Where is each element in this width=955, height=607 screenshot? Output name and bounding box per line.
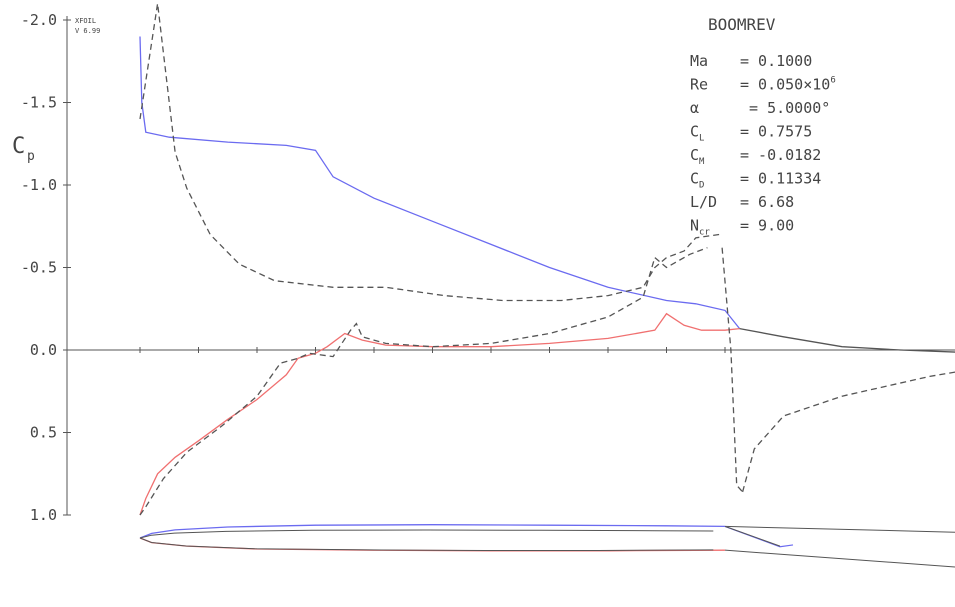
y-tick-label: 0.0 (30, 341, 57, 359)
info-symbol: Ma (690, 52, 708, 70)
y-tick-label: -2.0 (21, 11, 57, 29)
program-label: XFOIL (75, 17, 96, 25)
info-subscript: cr (699, 228, 710, 238)
airfoil-geometry (139, 524, 955, 568)
series-inviscid-te-spike (721, 247, 744, 493)
wake-upper (724, 525, 955, 533)
y-axis-label-sub: p (27, 149, 35, 164)
te-flap-upper (724, 525, 794, 548)
info-value: = -0.0182 (740, 146, 821, 164)
info-line: L/D = 6.68 (690, 193, 794, 211)
series-inviscid-wake (741, 371, 955, 493)
info-superscript: 6 (830, 76, 835, 86)
y-axis-label: C (12, 134, 25, 159)
info-line: CM = -0.0182 (690, 146, 821, 167)
chart-series (139, 3, 955, 516)
info-symbol: N (690, 217, 699, 235)
series-inviscid-upper (139, 3, 720, 302)
airfoil-lower-surface (139, 537, 714, 551)
info-value: = 6.68 (740, 193, 794, 211)
info-subscript: M (699, 157, 705, 167)
info-symbol: α (690, 99, 699, 117)
info-line: CL = 0.7575 (690, 123, 812, 144)
info-subscript: L (699, 134, 704, 144)
airfoil-upper-displacement (139, 524, 726, 539)
info-subscript: D (699, 181, 704, 191)
series-lower (139, 312, 740, 516)
y-tick-label: 1.0 (30, 506, 57, 524)
info-line: Ncr = 9.00 (690, 217, 794, 238)
info-symbol: C (690, 123, 699, 141)
info-line: Re = 0.050×106 (690, 76, 836, 94)
info-symbol: C (690, 170, 699, 188)
y-tick-label: 0.5 (30, 424, 57, 442)
airfoil-upper-surface (139, 529, 714, 539)
series-upper (139, 36, 741, 330)
te-flap (724, 525, 781, 547)
version-label: V 6.99 (75, 27, 100, 35)
info-symbol: C (690, 146, 699, 164)
y-tick-label: -1.0 (21, 176, 57, 194)
info-line: α = 5.0000° (690, 99, 830, 117)
chart-axes: -2.0 -1.5 -1.0 -0.5 0.0 0.5 1.0 XFOIL V 6.99 C p (12, 11, 955, 524)
info-value: = 0.11334 (740, 170, 821, 188)
airfoil-lower-displacement (139, 537, 726, 552)
info-symbol: L/D (690, 193, 717, 211)
info-value: = 9.00 (740, 217, 794, 235)
info-value: = 0.1000 (740, 52, 812, 70)
info-symbol: Re (690, 76, 708, 94)
info-value: = 0.7575 (740, 123, 812, 141)
info-line: Ma = 0.1000 (690, 52, 812, 70)
series-inviscid-lower (139, 247, 708, 516)
wake-lower (724, 549, 955, 568)
case-title: BOOMREV (708, 15, 776, 34)
info-line: CD = 0.11334 (690, 170, 821, 191)
series-wake (739, 327, 955, 353)
info-value: = 0.050×10 (740, 76, 830, 94)
y-tick-label: -1.5 (21, 94, 57, 112)
info-value: = 5.0000° (740, 99, 830, 117)
y-tick-label: -0.5 (21, 259, 57, 277)
